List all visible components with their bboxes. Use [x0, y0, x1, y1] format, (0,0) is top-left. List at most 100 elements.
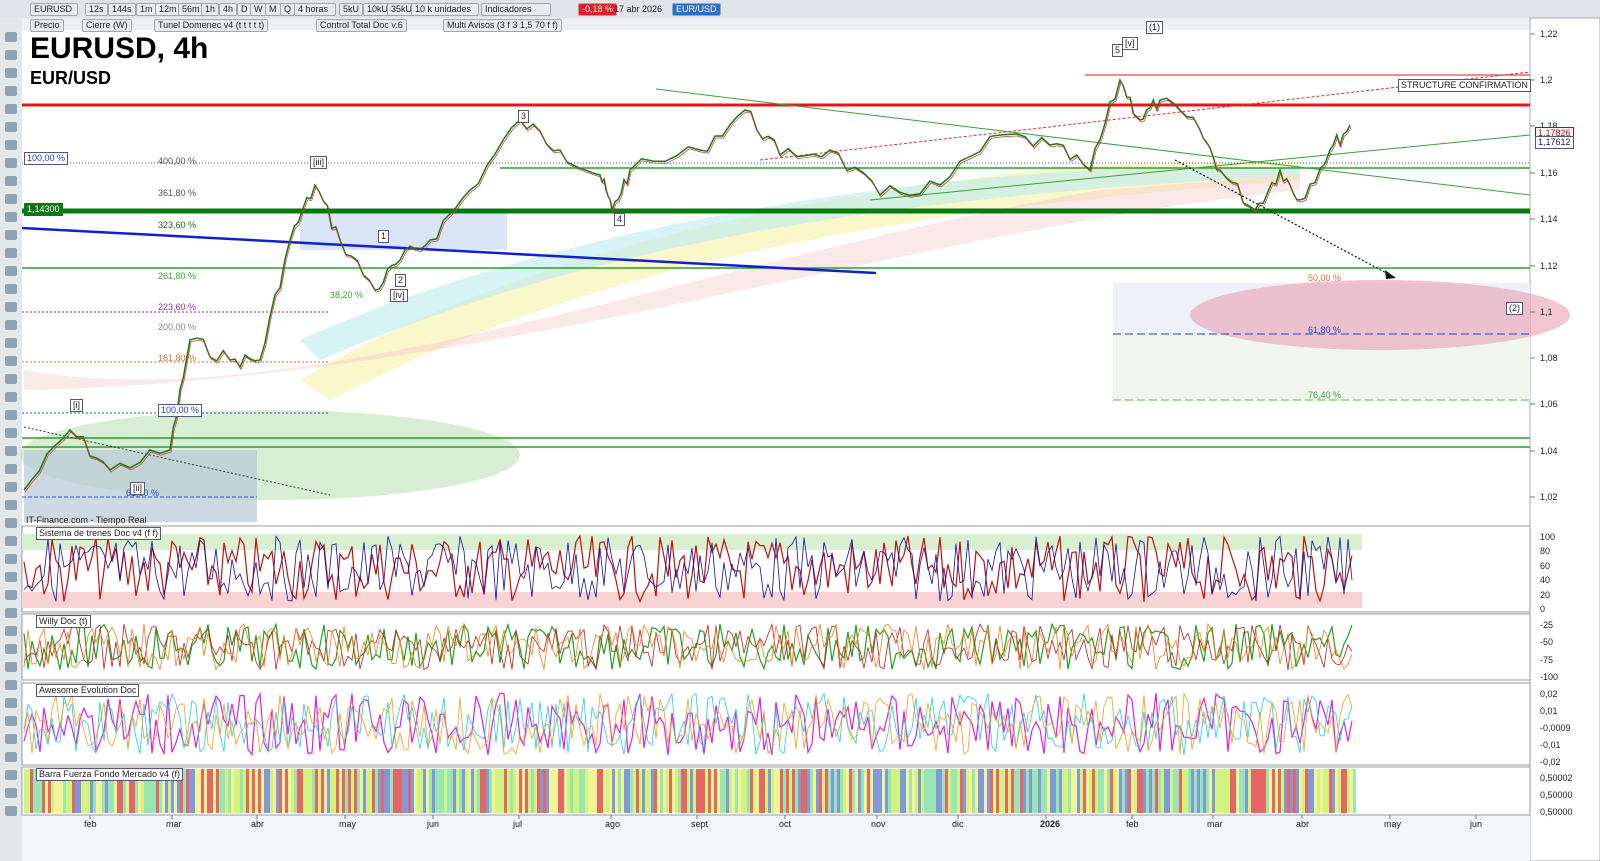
force-bar	[243, 769, 246, 813]
tool-icon	[5, 752, 17, 762]
force-bar	[216, 769, 219, 813]
force-bar	[306, 769, 309, 813]
tool-icon	[5, 410, 17, 420]
force-bar	[117, 769, 120, 813]
force-bar	[810, 769, 813, 813]
legend-item[interactable]: Cierre (W)	[82, 19, 132, 32]
toolbar-button[interactable]: 4 horas	[294, 3, 336, 16]
pair-button[interactable]: EUR/USD	[672, 3, 721, 16]
force-bar	[105, 769, 108, 813]
force-bar	[786, 769, 789, 813]
force-bar	[138, 769, 141, 813]
force-bar	[387, 769, 390, 813]
toolbar-button[interactable]: 12s	[85, 3, 108, 16]
force-bar	[1242, 769, 1245, 813]
force-bar	[711, 769, 714, 813]
force-bar	[261, 769, 264, 813]
force-bar	[744, 769, 747, 813]
force-bar	[573, 769, 576, 813]
price-tick-label: 1,12	[1540, 261, 1558, 271]
force-bar	[507, 769, 510, 813]
force-bar	[1080, 769, 1083, 813]
panel-zone	[22, 534, 1362, 550]
price-line	[24, 81, 1352, 493]
force-bar	[1347, 769, 1350, 813]
tool-icon	[5, 50, 17, 60]
force-bar	[1083, 769, 1086, 813]
force-bar	[1131, 769, 1134, 813]
force-bar	[33, 769, 36, 813]
indicator-line	[23, 622, 1353, 671]
force-bar	[162, 769, 165, 813]
force-bar	[957, 769, 960, 813]
wave-label: [v]	[1122, 37, 1138, 50]
force-bar	[153, 769, 156, 813]
toolbar-button[interactable]: 144s	[108, 3, 136, 16]
toolbar-button[interactable]: 10 k unidades	[411, 3, 479, 16]
force-bar	[516, 769, 519, 813]
toolbar-button[interactable]: Indicadores	[481, 3, 551, 16]
force-bar	[1137, 769, 1140, 813]
panel-tick-label: 0,50000	[1540, 807, 1573, 817]
force-bar	[729, 769, 732, 813]
force-bar	[384, 769, 387, 813]
toolbar-button[interactable]: 4h	[219, 3, 238, 16]
wave-label: (1)	[1146, 21, 1163, 34]
force-bar	[219, 769, 222, 813]
force-bar	[453, 769, 456, 813]
toolbar-button[interactable]: Q	[280, 3, 296, 16]
force-bar	[1164, 769, 1167, 813]
force-bar	[753, 769, 756, 813]
force-bar	[1269, 769, 1272, 813]
force-bar	[1146, 769, 1149, 813]
change-badge[interactable]: -0,18 %	[578, 3, 618, 16]
toolbar-button[interactable]: 12m	[155, 3, 181, 16]
arrow-head	[1385, 270, 1396, 279]
toolbar-button[interactable]: EURUSD	[30, 3, 78, 16]
tool-icon	[5, 608, 17, 618]
legend-item[interactable]: Precio	[30, 19, 64, 32]
force-bar	[264, 769, 267, 813]
force-bar	[174, 769, 177, 813]
force-bar	[885, 769, 888, 813]
legend-item[interactable]: Tunel Domenec v4 (t t t t t)	[154, 19, 269, 32]
toolbar-button[interactable]: 1m	[136, 3, 157, 16]
price-tick-label: 1,2	[1540, 75, 1553, 85]
price-tick-label: 1,08	[1540, 353, 1558, 363]
fib-label: 323,60 %	[158, 220, 197, 230]
force-bar	[771, 769, 774, 813]
force-bar	[603, 769, 606, 813]
toolbar-button[interactable]: 56m	[178, 3, 204, 16]
toolbar-button[interactable]: M	[265, 3, 281, 16]
force-bar	[996, 769, 999, 813]
toolbar-button[interactable]: 35kU	[387, 3, 417, 16]
toolbar-button[interactable]: 5kU	[339, 3, 364, 16]
force-bar	[1077, 769, 1080, 813]
force-bar	[678, 769, 681, 813]
force-bar	[1287, 769, 1290, 813]
force-bar	[585, 769, 588, 813]
force-bar	[489, 769, 492, 813]
toolbar-button[interactable]: 1h	[201, 3, 220, 16]
force-bar	[1317, 769, 1320, 813]
force-bar	[1110, 769, 1113, 813]
tool-icon	[5, 212, 17, 222]
force-bar	[357, 769, 360, 813]
force-bar	[882, 769, 885, 813]
fib-label: 100,00 %	[24, 152, 69, 165]
legend-item[interactable]: Control Total Doc v.6	[316, 19, 407, 32]
force-bar	[912, 769, 915, 813]
tool-icon	[5, 284, 17, 294]
panel-tick-label: -50	[1540, 637, 1554, 648]
force-bar	[222, 769, 225, 813]
force-bar	[756, 769, 759, 813]
force-bar	[681, 769, 684, 813]
force-bar	[852, 769, 855, 813]
panel-tick-label: 80	[1540, 546, 1551, 557]
force-bar	[1095, 769, 1098, 813]
force-bar	[858, 769, 861, 813]
force-bar	[498, 769, 501, 813]
force-bar	[966, 769, 969, 813]
legend-item[interactable]: Multi Avisos (3 f 3 1,5 70 f f)	[443, 19, 562, 32]
